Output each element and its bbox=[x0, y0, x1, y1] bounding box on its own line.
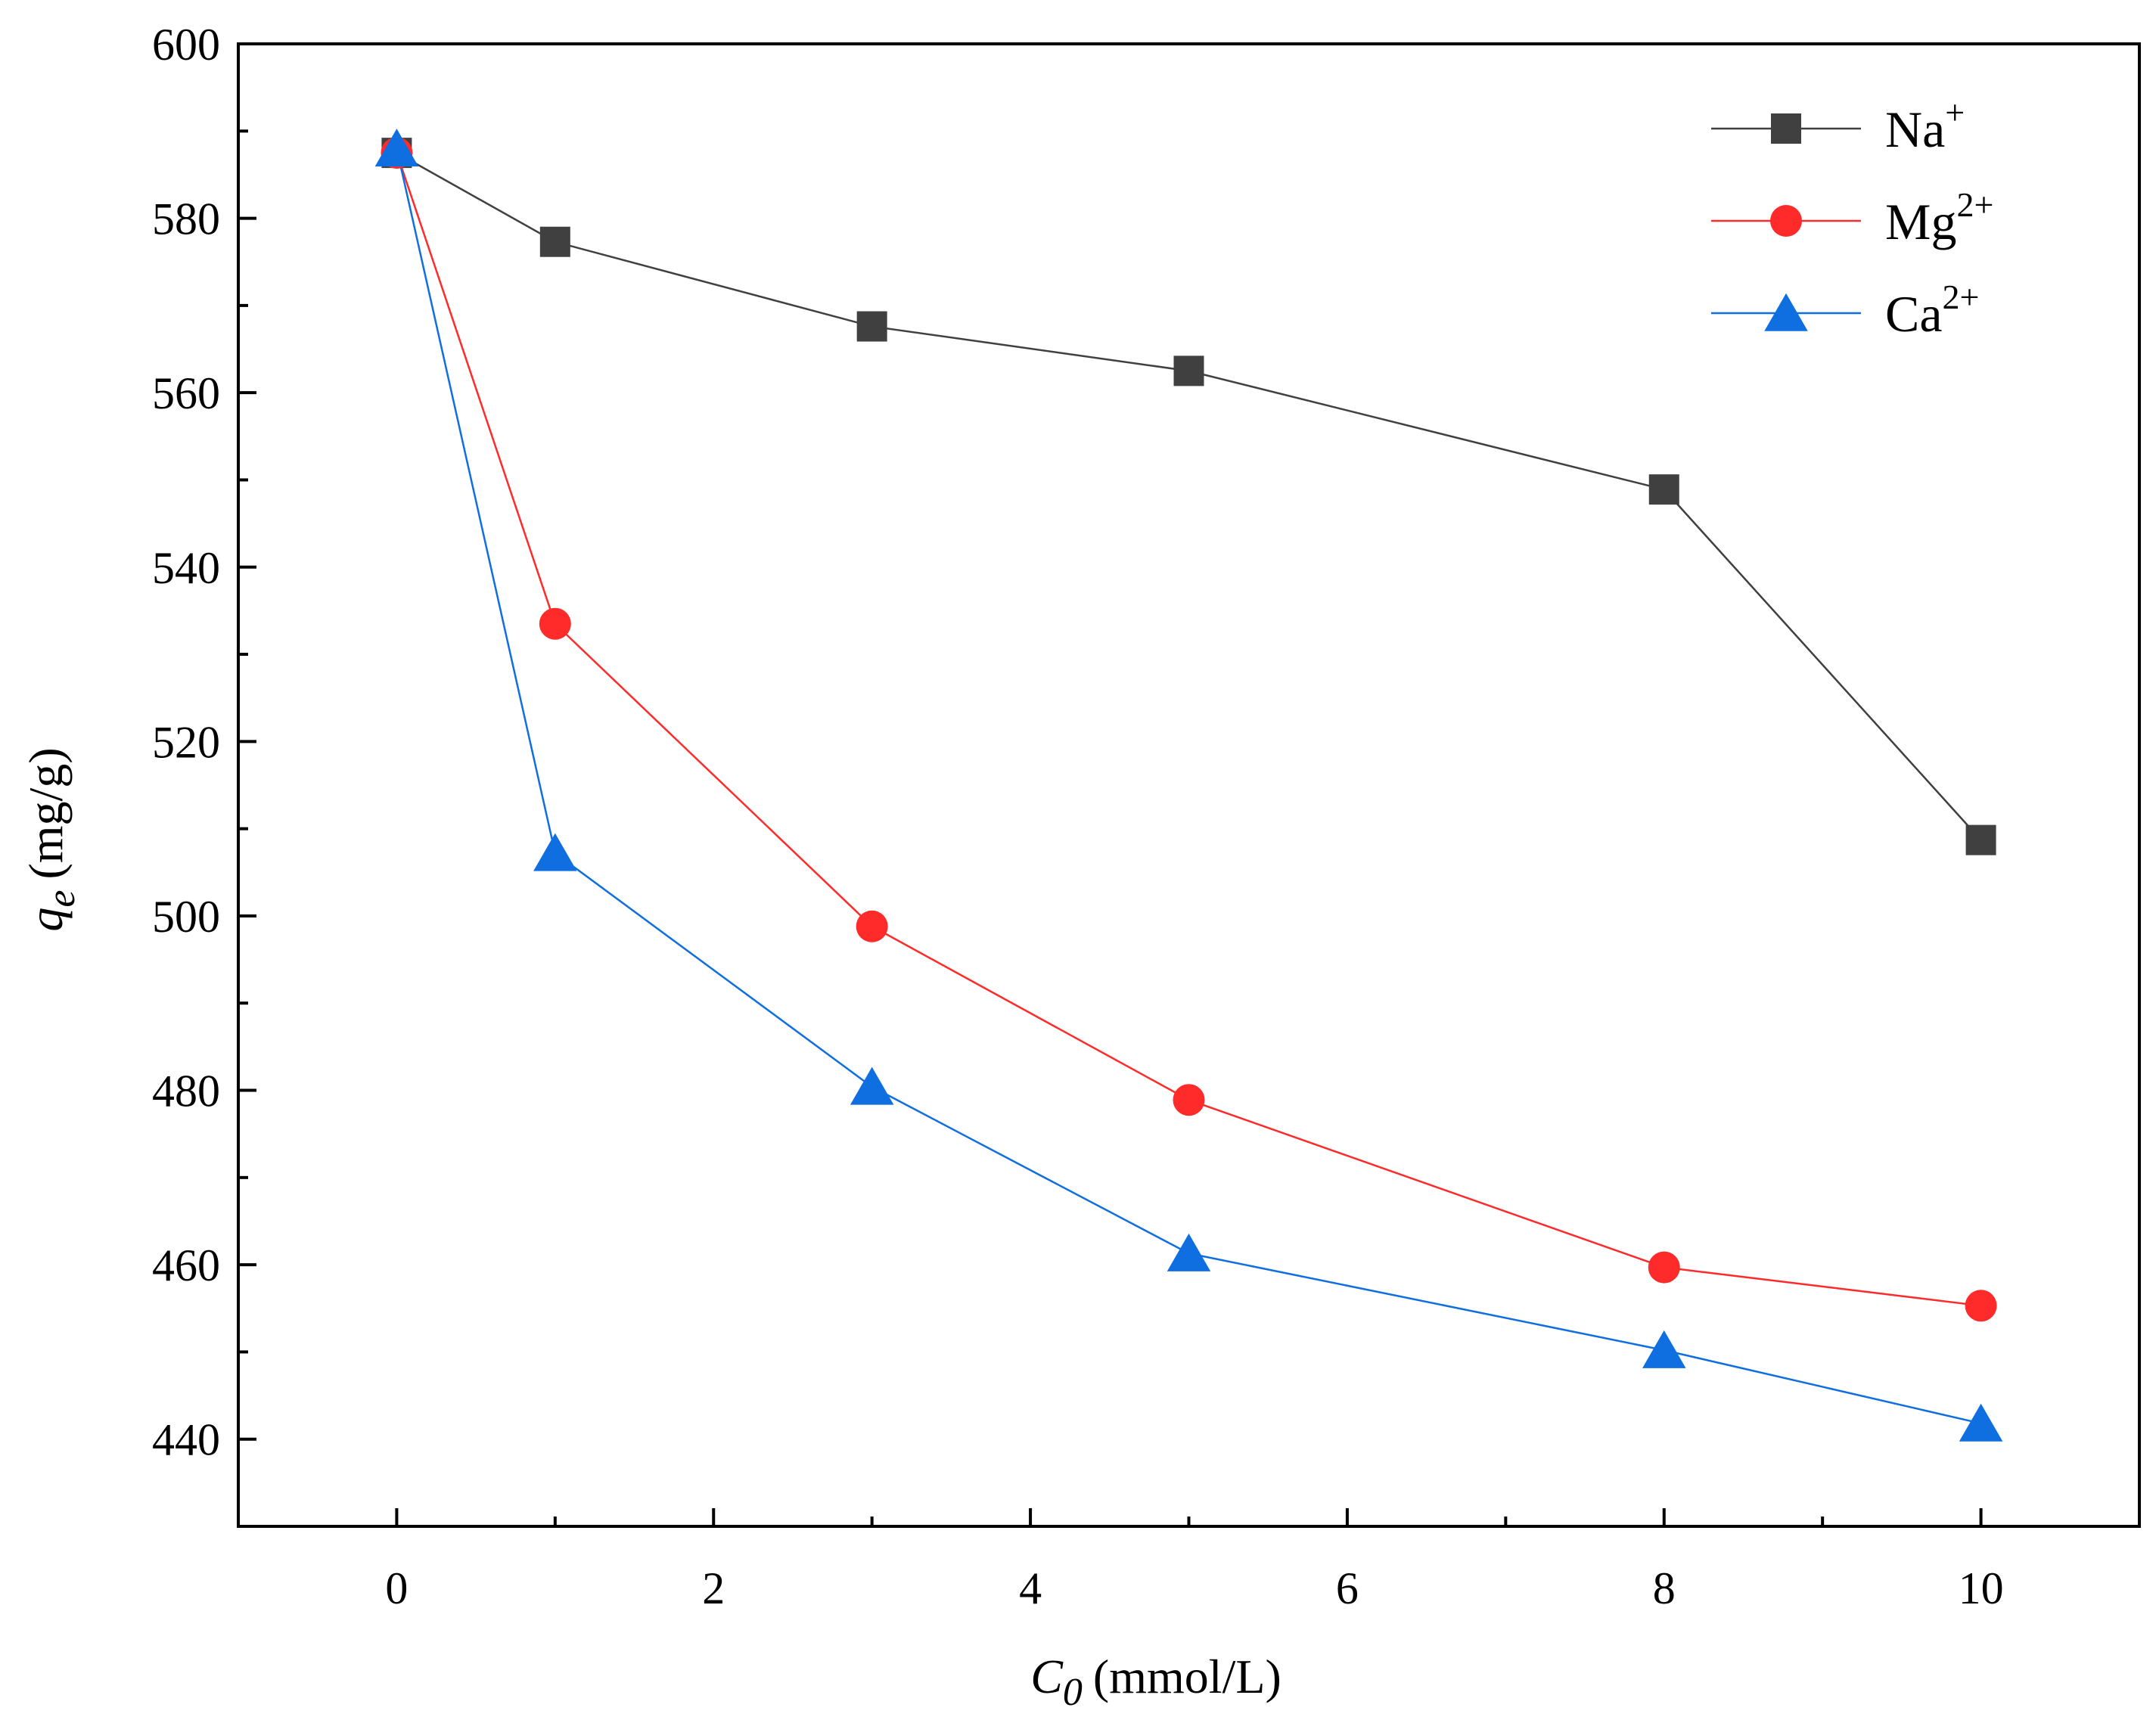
legend-ion-charge: 2+ bbox=[1956, 185, 1993, 224]
legend-ion-name: Ca bbox=[1885, 285, 1943, 343]
data-point-ca bbox=[1167, 1233, 1211, 1271]
y-tick-label: 600 bbox=[152, 20, 220, 70]
y-axis-subscript: e bbox=[40, 890, 83, 908]
data-point-na bbox=[856, 311, 887, 342]
legend-ion-name: Mg bbox=[1885, 193, 1956, 250]
legend-label-mg: Mg2+ bbox=[1885, 185, 1993, 250]
legend-marker-mg bbox=[1770, 205, 1802, 237]
y-tick-label: 560 bbox=[152, 368, 220, 418]
series-markers bbox=[374, 129, 2003, 1442]
series-line-ca bbox=[396, 148, 1981, 1425]
y-tick-label: 440 bbox=[152, 1415, 220, 1465]
x-axis-symbol: C bbox=[1030, 1650, 1064, 1703]
x-tick-label: 0 bbox=[385, 1563, 408, 1613]
y-tick-label: 580 bbox=[152, 194, 220, 244]
y-axis-symbol: q bbox=[19, 908, 73, 932]
legend-label-na: Na+ bbox=[1885, 93, 1965, 158]
y-tick-label: 500 bbox=[152, 892, 220, 942]
legend-ion-charge: + bbox=[1945, 93, 1965, 132]
data-point-mg bbox=[856, 910, 888, 942]
series-line-mg bbox=[396, 152, 1981, 1307]
series-lines bbox=[396, 148, 1982, 1425]
data-point-ca bbox=[1959, 1403, 2003, 1442]
data-point-na bbox=[1648, 474, 1679, 505]
y-axis-unit: (mg/g) bbox=[19, 747, 73, 879]
legend-ion-name: Na bbox=[1885, 101, 1945, 158]
data-point-na bbox=[1173, 355, 1204, 387]
x-axis-unit: (mmol/L) bbox=[1093, 1650, 1281, 1703]
data-point-na bbox=[539, 226, 570, 257]
x-axis-subscript: 0 bbox=[1063, 1671, 1083, 1714]
legend: Na+Mg2+Ca2+ bbox=[1711, 93, 1993, 343]
x-tick-label: 8 bbox=[1653, 1563, 1676, 1613]
axes: 440 460 480 500 520 540 560 580 600 0 2 4 6 8 10 bbox=[152, 20, 2141, 1613]
data-point-mg bbox=[1648, 1251, 1680, 1284]
y-tick-label: 520 bbox=[152, 717, 220, 767]
legend-ion-charge: 2+ bbox=[1943, 278, 1980, 316]
y-tick-label: 540 bbox=[152, 543, 220, 593]
data-point-ca bbox=[1642, 1330, 1686, 1368]
legend-marker-na bbox=[1771, 113, 1801, 144]
data-point-mg bbox=[1965, 1290, 1997, 1322]
data-point-mg bbox=[1173, 1084, 1205, 1116]
series-line-na bbox=[396, 152, 1982, 841]
data-point-ca bbox=[374, 129, 419, 167]
x-axis-title: C0 (mmol/L) bbox=[1030, 1650, 1281, 1714]
x-tick-label: 4 bbox=[1019, 1563, 1042, 1613]
y-tick-label: 480 bbox=[152, 1066, 220, 1116]
x-tick-label: 10 bbox=[1959, 1563, 2004, 1613]
legend-marker-ca bbox=[1764, 293, 1808, 331]
y-axis-title: qe (mg/g) bbox=[19, 747, 83, 931]
data-point-ca bbox=[850, 1066, 894, 1105]
legend-label-ca: Ca2+ bbox=[1885, 278, 1980, 343]
data-point-mg bbox=[539, 607, 571, 640]
x-tick-label: 2 bbox=[702, 1563, 725, 1613]
x-tick-label: 6 bbox=[1336, 1563, 1359, 1613]
data-point-na bbox=[1965, 824, 1996, 855]
data-point-ca bbox=[533, 833, 577, 871]
y-tick-label: 460 bbox=[152, 1240, 220, 1290]
